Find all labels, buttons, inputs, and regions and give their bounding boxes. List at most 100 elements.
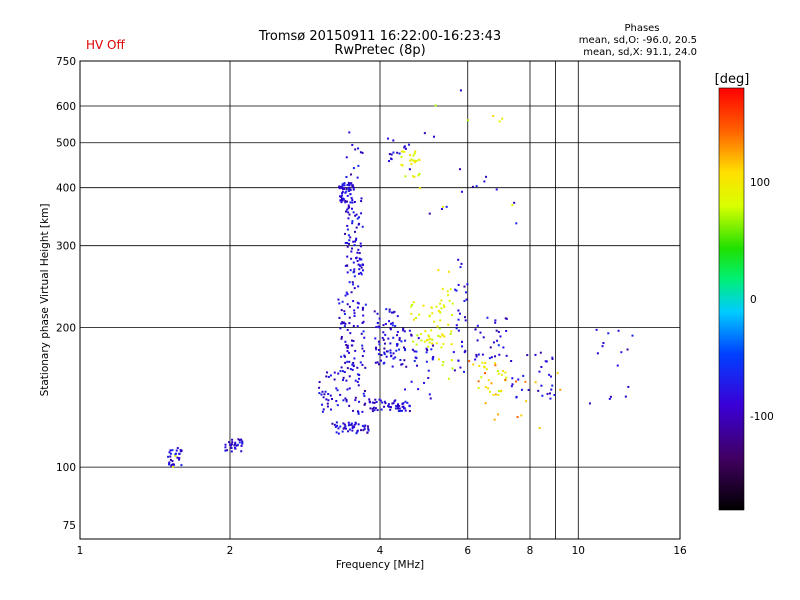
data-point (348, 206, 351, 209)
data-point (352, 167, 355, 170)
data-point (346, 293, 349, 296)
data-point (344, 241, 347, 244)
data-point (497, 330, 500, 333)
data-point (169, 452, 172, 455)
data-point (350, 423, 353, 426)
data-point (475, 353, 478, 356)
data-point (449, 332, 452, 335)
data-point (343, 321, 346, 324)
data-point (425, 351, 428, 354)
data-point (352, 188, 355, 191)
data-point (511, 383, 514, 386)
data-point (463, 299, 466, 302)
data-point (550, 375, 553, 378)
data-point (504, 371, 507, 374)
data-point (357, 223, 360, 226)
data-point (356, 373, 359, 376)
data-point (224, 446, 227, 449)
data-point (359, 242, 362, 245)
data-point (329, 374, 332, 377)
data-point (176, 456, 179, 459)
data-point (341, 430, 344, 433)
data-point (441, 287, 444, 290)
data-point (349, 188, 352, 191)
data-point (348, 239, 351, 242)
data-point (348, 322, 351, 325)
data-point (377, 325, 380, 328)
data-point (360, 266, 363, 269)
data-point (333, 378, 336, 381)
data-point (433, 320, 436, 323)
data-point (524, 380, 527, 383)
data-point (500, 373, 503, 376)
data-point (417, 388, 420, 391)
data-point (346, 303, 349, 306)
data-point (371, 407, 374, 410)
data-point (453, 369, 456, 372)
data-point (343, 232, 346, 235)
data-point (344, 340, 347, 343)
data-point (387, 405, 390, 408)
data-point (180, 464, 183, 467)
data-point (435, 305, 438, 308)
data-point (429, 337, 432, 340)
data-point (408, 405, 411, 408)
data-point (384, 333, 387, 336)
data-point (389, 408, 392, 411)
data-point (450, 330, 453, 333)
data-point (362, 269, 365, 272)
data-point (489, 390, 492, 393)
data-point (434, 104, 437, 107)
data-point (546, 392, 549, 395)
data-point (392, 336, 395, 339)
data-point (538, 370, 541, 373)
data-point (377, 363, 380, 366)
data-point (440, 307, 443, 310)
data-point (355, 237, 358, 240)
data-point (369, 407, 372, 410)
data-point (428, 393, 431, 396)
data-point (539, 351, 542, 354)
data-point (510, 385, 513, 388)
data-point (429, 397, 432, 400)
data-point (534, 353, 537, 356)
data-point (378, 317, 381, 320)
data-point (349, 173, 352, 176)
data-point (474, 358, 477, 361)
data-point (398, 152, 401, 155)
data-point (498, 353, 501, 356)
data-point (342, 187, 345, 190)
data-point (437, 269, 440, 272)
data-point (174, 455, 177, 458)
data-point (168, 461, 171, 464)
data-point (403, 359, 406, 362)
data-point (346, 264, 349, 267)
data-point (460, 262, 463, 265)
data-point (352, 240, 355, 243)
data-point (345, 398, 348, 401)
data-point (431, 342, 434, 345)
data-point (374, 398, 377, 401)
data-point (352, 300, 355, 303)
data-point (171, 463, 174, 466)
data-point (171, 449, 174, 452)
data-point (617, 329, 620, 332)
data-point (404, 388, 407, 391)
data-point (342, 198, 345, 201)
data-point (414, 150, 417, 153)
data-point (354, 240, 357, 243)
data-point (326, 405, 329, 408)
data-point (418, 313, 421, 316)
colorbar-ticks: 100 0 -100 (750, 177, 774, 423)
data-point (540, 384, 543, 387)
y-axis-ticks: 75 100 200 300 400 500 600 750 (56, 56, 76, 532)
data-point (520, 388, 523, 391)
grid-lines (80, 61, 680, 539)
data-point (345, 291, 348, 294)
y-tick-label: 500 (56, 138, 76, 150)
data-point (446, 290, 449, 293)
data-point (172, 463, 175, 466)
data-point (413, 152, 416, 155)
data-point (478, 364, 481, 367)
data-point (348, 387, 351, 390)
